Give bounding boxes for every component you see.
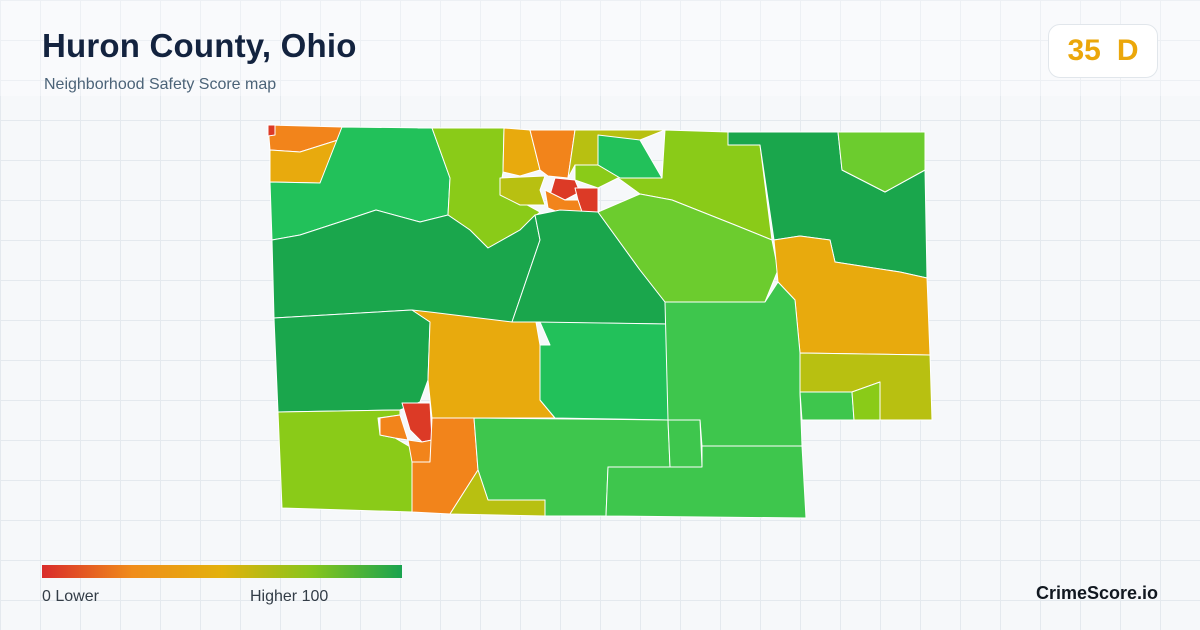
page-subtitle: Neighborhood Safety Score map	[44, 76, 277, 93]
region-norwalk-yellow-north[interactable]	[502, 127, 541, 177]
region-south-small-yellowgreen[interactable]	[449, 469, 546, 517]
brand-name[interactable]: CrimeScore.io	[1036, 583, 1159, 603]
page-title: Huron County, Ohio	[42, 27, 357, 64]
region-norwalk-center-red[interactable]	[549, 177, 581, 201]
region-east-small-lime[interactable]	[851, 381, 881, 421]
region-east-small-green[interactable]	[799, 391, 855, 421]
score-badge: 35 D	[1048, 24, 1158, 78]
legend-gradient-bar	[42, 565, 402, 578]
region-norwalk-orange-north[interactable]	[529, 129, 576, 179]
region-willard-orange-center[interactable]	[407, 439, 433, 463]
region-norwalk-east-lime[interactable]	[574, 129, 773, 241]
region-ne-lime[interactable]	[837, 131, 926, 193]
region-west-lower-dark[interactable]	[273, 309, 431, 413]
region-se-green[interactable]	[605, 445, 807, 519]
header-band	[0, 0, 1200, 96]
region-norwalk-west-mid[interactable]	[499, 175, 546, 206]
score-value: 35	[1067, 34, 1101, 67]
region-willard-orange-west[interactable]	[379, 414, 409, 441]
score-grade: D	[1116, 34, 1139, 67]
region-center-yellow[interactable]	[411, 309, 556, 419]
region-nw-corner-red[interactable]	[267, 124, 276, 137]
legend-max-label: Higher 100	[250, 588, 329, 605]
region-center-south-green[interactable]	[535, 321, 669, 421]
region-south-east-small-green[interactable]	[667, 419, 703, 468]
legend-min-label: 0 Lower	[42, 588, 99, 605]
